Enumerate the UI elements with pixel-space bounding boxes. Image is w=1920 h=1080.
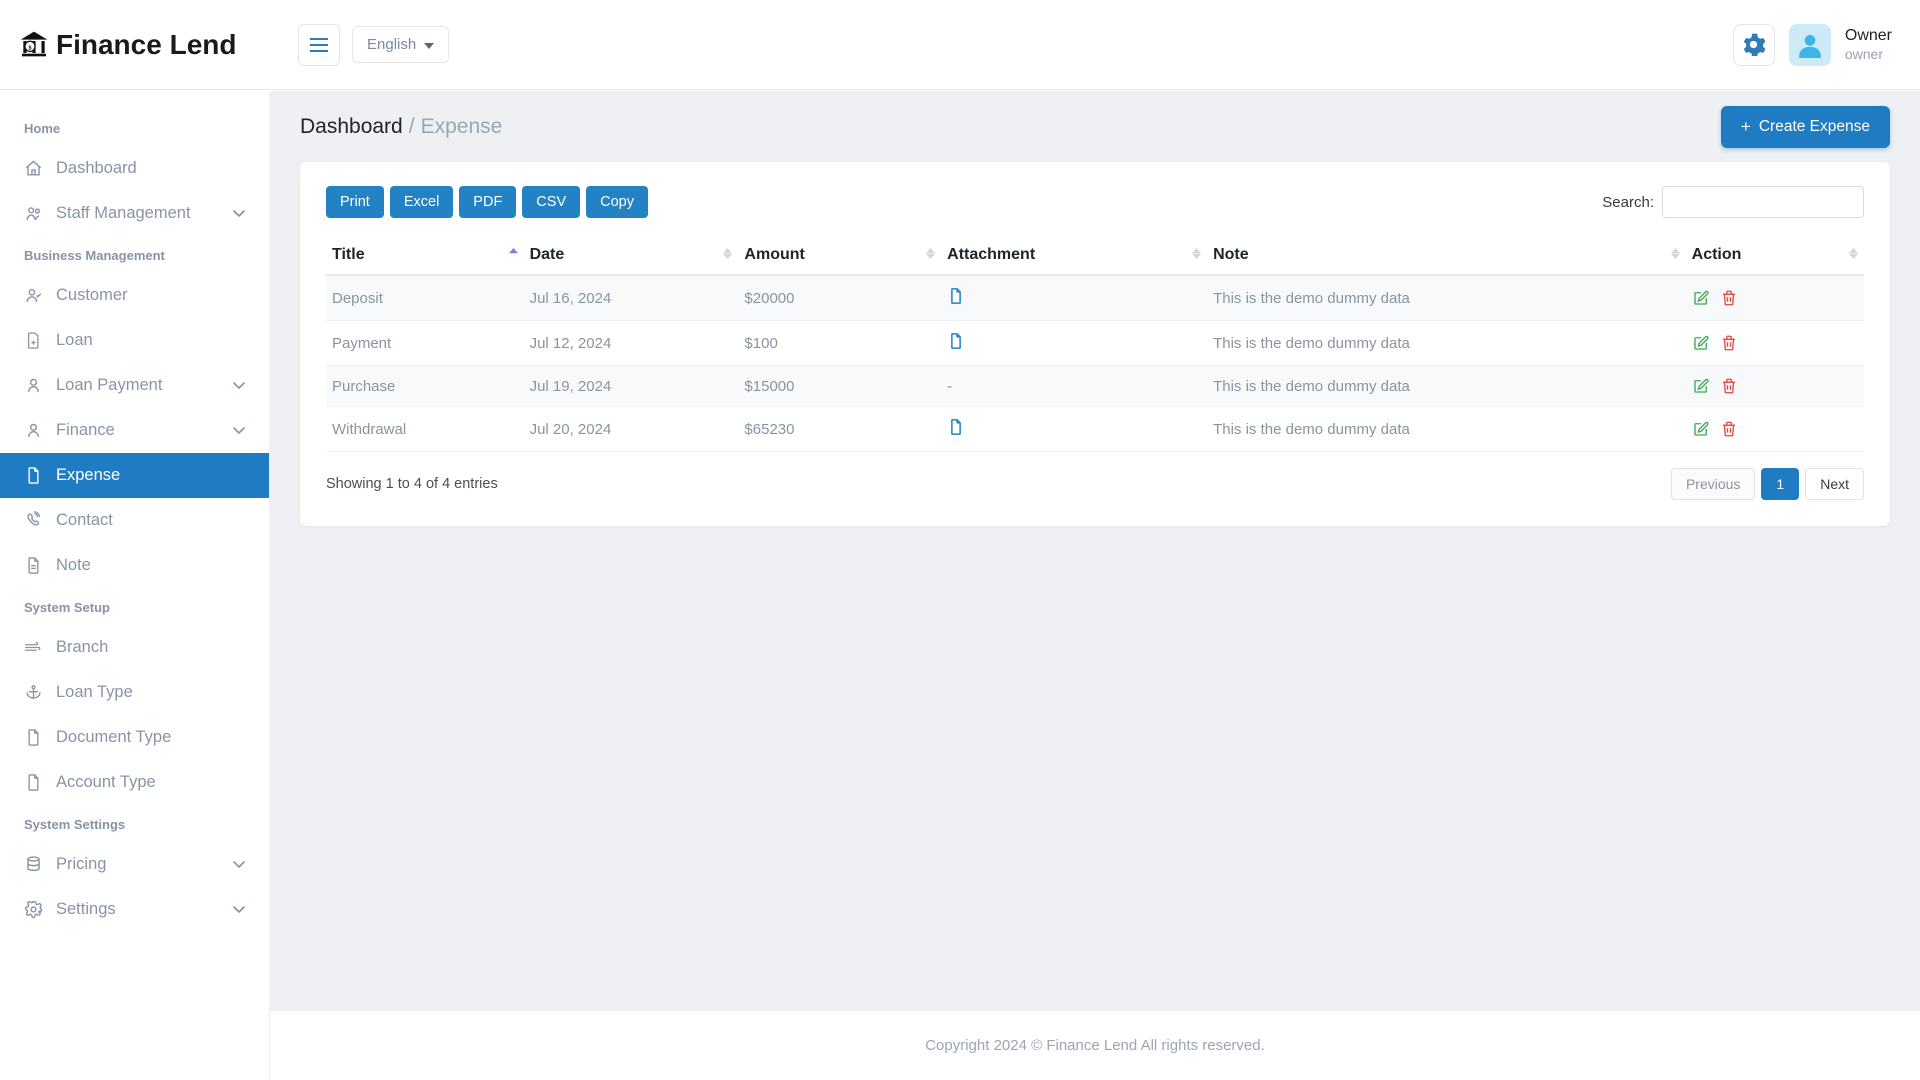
svg-text:$: $ <box>29 45 32 51</box>
